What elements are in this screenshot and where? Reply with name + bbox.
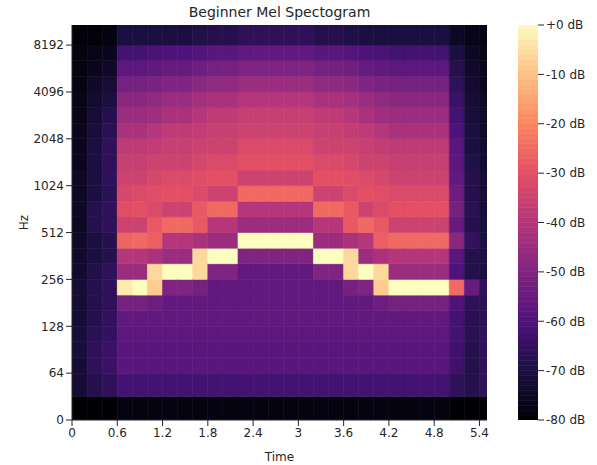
svg-text:4.2: 4.2 [379, 426, 398, 440]
svg-text:-40 dB: -40 dB [546, 216, 585, 230]
svg-text:256: 256 [41, 273, 64, 287]
svg-text:+0 dB: +0 dB [546, 18, 583, 32]
svg-text:2048: 2048 [33, 132, 64, 146]
svg-text:-50 dB: -50 dB [546, 265, 585, 279]
svg-text:64: 64 [49, 366, 64, 380]
svg-text:2.4: 2.4 [244, 426, 263, 440]
svg-text:3: 3 [295, 426, 303, 440]
svg-text:128: 128 [41, 320, 64, 334]
svg-text:1024: 1024 [33, 179, 64, 193]
svg-text:Hz: Hz [17, 215, 31, 230]
svg-text:-60 dB: -60 dB [546, 315, 585, 329]
svg-text:3.6: 3.6 [334, 426, 353, 440]
svg-text:0.6: 0.6 [108, 426, 127, 440]
svg-text:1.2: 1.2 [153, 426, 172, 440]
svg-text:8192: 8192 [33, 38, 64, 52]
svg-text:-80 dB: -80 dB [546, 413, 585, 427]
svg-text:0: 0 [68, 426, 76, 440]
svg-text:-20 dB: -20 dB [546, 117, 585, 131]
svg-text:512: 512 [41, 226, 64, 240]
svg-text:1.8: 1.8 [198, 426, 217, 440]
html-text:Beginner Mel Spectogram: Beginner Mel Spectogram [188, 4, 371, 20]
svg-text:4.8: 4.8 [425, 426, 444, 440]
svg-text:Time: Time [264, 450, 294, 464]
svg-text:4096: 4096 [33, 85, 64, 99]
svg-text:-10 dB: -10 dB [546, 68, 585, 82]
svg-text:5.4: 5.4 [470, 426, 489, 440]
svg-text:0: 0 [56, 413, 64, 427]
svg-text:-70 dB: -70 dB [546, 364, 585, 378]
svg-text:-30 dB: -30 dB [546, 166, 585, 180]
